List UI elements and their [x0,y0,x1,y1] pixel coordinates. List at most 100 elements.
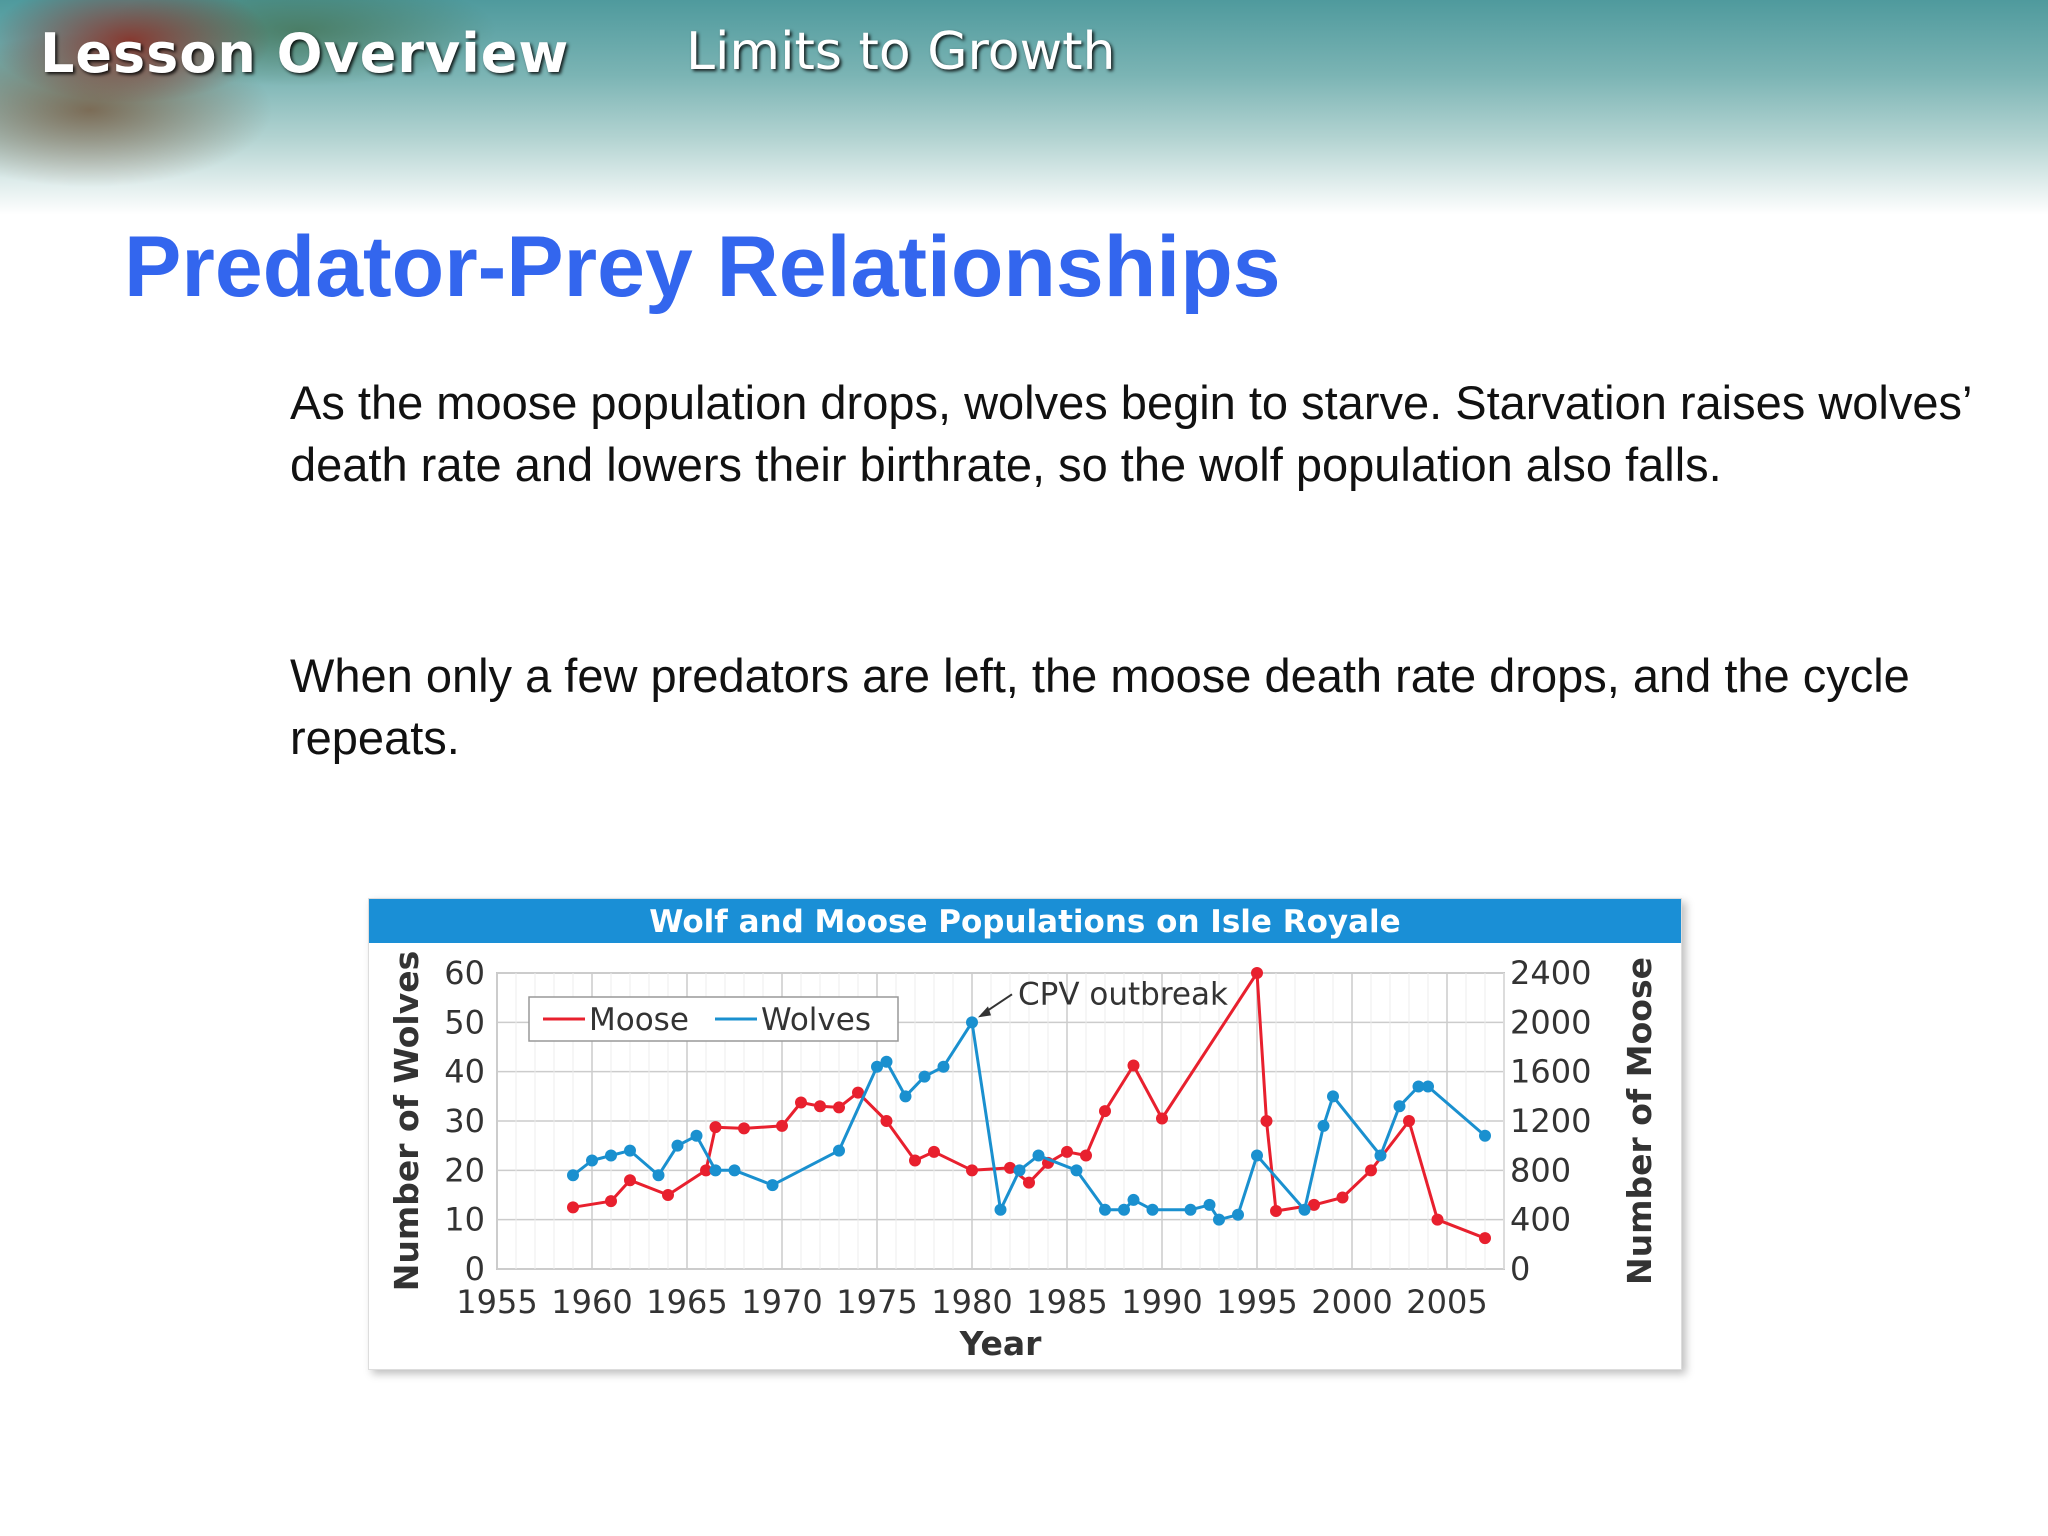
moose-data-point [1260,1115,1273,1127]
moose-data-point [1403,1115,1415,1127]
moose-data-point [1004,1161,1016,1174]
slide-title: Predator-Prey Relationships [124,219,1281,315]
y-left-tick-label: 30 [444,1102,485,1140]
population-chart-figure: Wolf and Moose Populations on Isle Royal… [368,898,1682,1370]
moose-data-point [1023,1176,1035,1189]
wolves-data-point [937,1060,950,1073]
wolves-data-point [1422,1080,1434,1093]
y-left-tick-label: 20 [444,1151,485,1189]
x-tick-label: 1995 [1216,1283,1297,1321]
x-tick-label: 1960 [551,1283,632,1321]
wolves-series-line [572,1020,1486,1222]
wolves-data-point [1412,1080,1425,1093]
x-tick-label: 2000 [1311,1283,1392,1321]
moose-data-point [624,1174,636,1187]
wolves-data-point [833,1144,845,1157]
wolves-data-point [690,1129,703,1142]
wolves-data-point [1317,1119,1330,1132]
wolves-data-point [1327,1090,1339,1103]
annotation-label: CPV outbreak [1018,976,1228,1012]
body-paragraph-2: When only a few predators are left, the … [290,649,1910,764]
moose-legend-label: Moose [589,1002,689,1038]
wolves-data-point [1232,1208,1244,1221]
legend-box [528,996,899,1042]
wolves-data-point [586,1154,598,1167]
moose-data-point [966,1164,978,1177]
chart-legend: Moose Wolves [528,996,899,1042]
y-right-axis-label: Number of Moose [1620,957,1659,1285]
moose-data-point [700,1164,712,1177]
chart-annotations: CPV outbreak [978,976,1228,1018]
moose-data-point [880,1115,893,1127]
moose-data-point [1336,1191,1349,1204]
header-banner: Lesson Overview Limits to Growth [0,0,2048,215]
wolves-data-point [1393,1100,1406,1113]
wolves-data-point [918,1070,931,1083]
wolves-data-point [1374,1149,1387,1162]
moose-data-point [909,1154,921,1167]
x-tick-label: 1955 [456,1283,537,1321]
y-left-tick-label: 50 [444,1003,485,1041]
wolves-data-point [1203,1198,1216,1211]
moose-data-point [928,1145,940,1158]
y-right-tick-label: 0 [1510,1250,1530,1288]
wolves-data-point [652,1169,665,1182]
x-tick-label: 1985 [1026,1283,1107,1321]
chart-title-bar [369,899,1681,943]
wolves-data-point [709,1164,722,1177]
wolves-legend-label: Wolves [761,1002,871,1038]
moose-data-point [1308,1198,1320,1211]
wolves-data-point [871,1060,883,1073]
lesson-overview-label: Lesson Overview [40,22,570,85]
wolves-data-point [1013,1164,1026,1177]
lesson-topic-label: Limits to Growth [686,22,1116,82]
wolves-data-point [567,1169,579,1182]
wolves-data-point [766,1179,779,1192]
moose-data-point [1156,1112,1168,1125]
chart-axes: 0 10 20 30 40 50 60 0 400 800 1200 1600 2000 2400 1955… [387,951,1659,1363]
moose-data-point [605,1195,617,1208]
wolves-data-point [728,1164,741,1177]
population-chart: Wolf and Moose Populations on Isle Royal… [369,899,1681,1363]
moose-data-point [776,1119,788,1132]
wolves-data-point [1118,1203,1130,1216]
moose-data-point [1080,1149,1092,1162]
wolves-data-point [1213,1213,1225,1226]
y-right-tick-label: 1200 [1510,1102,1591,1140]
y-left-tick-label: 0 [465,1250,485,1288]
moose-data-point [1365,1164,1377,1177]
wolves-data-point [899,1090,912,1103]
moose-data-point [833,1101,845,1114]
x-tick-label: 1980 [931,1283,1012,1321]
y-right-tick-label: 2400 [1510,954,1591,992]
wolves-data-point [624,1144,636,1157]
moose-data-point [814,1100,826,1113]
moose-data-point [1099,1105,1111,1118]
body-paragraph-1: As the moose population drops, wolves be… [290,376,1971,491]
moose-data-point [709,1121,722,1134]
y-left-tick-label: 10 [444,1201,485,1239]
x-tick-label: 1970 [741,1283,822,1321]
wolves-data-point [880,1055,893,1068]
y-right-tick-label: 800 [1510,1151,1571,1189]
x-axis-label: Year [959,1324,1043,1363]
annotation-arrowhead [978,1006,991,1018]
wolves-data-point [1127,1193,1140,1206]
wolves-data-point [1298,1203,1311,1216]
moose-data-point [1061,1145,1073,1158]
wolves-data-point [966,1016,978,1029]
wolves-data-point [1146,1203,1159,1216]
wolves-data-point [1099,1203,1111,1216]
banner-foliage-image [0,0,640,215]
wolves-data-point [671,1139,684,1152]
chart-title: Wolf and Moose Populations on Isle Royal… [649,904,1400,940]
y-right-tick-label: 400 [1510,1201,1571,1239]
moose-data-point [738,1122,750,1135]
x-tick-label: 1990 [1121,1283,1202,1321]
x-tick-label: 2005 [1406,1283,1487,1321]
wolves-data-point [1070,1164,1083,1177]
x-tick-label: 1975 [836,1283,917,1321]
wolves-data-point [1479,1129,1491,1142]
moose-data-point [1270,1205,1282,1218]
y-left-tick-label: 40 [444,1053,485,1091]
